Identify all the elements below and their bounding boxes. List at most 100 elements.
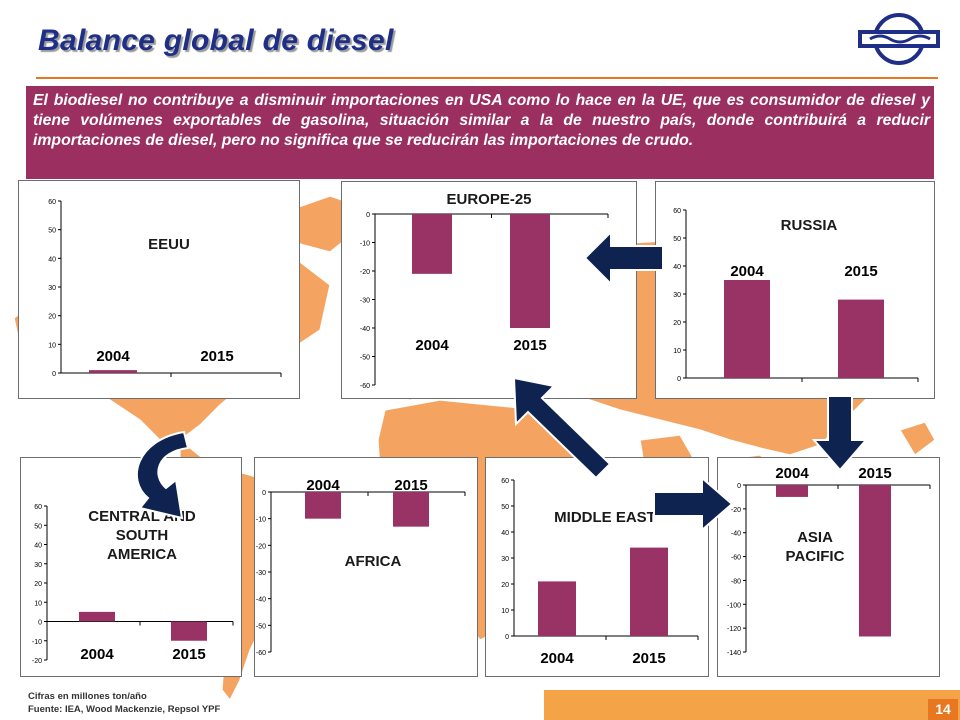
note-text: El biodiesel no contribuye a disminuir i… <box>33 92 930 149</box>
chart-title: MIDDLE EAST <box>554 509 656 526</box>
chart-russia: 0 10 20 30 40 50 60 2004 2015 RUSSIA <box>673 208 919 383</box>
chart-panel-eeuu: 0 10 20 30 40 50 60 2004 2015 EEUU <box>18 180 300 399</box>
chart-title: AMERICA <box>107 546 177 563</box>
category-label: 2004 <box>415 337 449 354</box>
y-tick-label: 10 <box>34 600 42 607</box>
y-tick-label: 50 <box>48 228 56 235</box>
page-title: Balance global de diesel <box>38 24 394 57</box>
y-tick-label: 10 <box>48 342 56 349</box>
title-rule <box>36 77 938 79</box>
y-tick-label: -10 <box>32 639 42 646</box>
chart-title: PACIFIC <box>786 548 845 565</box>
arrow-down-icon <box>812 395 868 472</box>
y-tick-label: -60 <box>360 383 370 390</box>
y-tick-label: -40 <box>256 597 266 604</box>
y-tick-label: 0 <box>366 212 370 219</box>
y-tick-label: 0 <box>262 490 266 497</box>
bar-2004 <box>412 214 452 274</box>
y-tick-label: 60 <box>48 199 56 206</box>
bar-2015 <box>393 492 429 527</box>
y-tick-label: 40 <box>34 543 42 550</box>
chart-asia-pacific: 0 -20 -40 -60 -80 -100 -120 -140 2004 2015 ASIA PAC… <box>727 465 931 657</box>
y-tick-label: 20 <box>34 581 42 588</box>
y-tick-label: 50 <box>34 523 42 530</box>
chart-title: RUSSIA <box>781 217 838 234</box>
bar-2004 <box>724 280 770 378</box>
y-tick-label: -50 <box>256 623 266 630</box>
y-tick-label: -100 <box>727 602 741 609</box>
bar-2015 <box>171 621 207 641</box>
category-label: 2004 <box>96 348 130 365</box>
source-note: Fuente: IEA, Wood Mackenzie, Repsol YPF <box>28 704 221 715</box>
category-label: 2015 <box>200 348 233 365</box>
chart-eeuu: 0 10 20 30 40 50 60 2004 2015 EEUU <box>48 199 282 378</box>
bar-2004 <box>79 611 115 622</box>
chart-panel-central-south-america: 60 50 40 30 20 10 0 -10 -20 2004 2015 CENTRAL AND SO… <box>20 457 242 677</box>
arrow-up-left-icon <box>512 376 612 480</box>
y-tick-label: 0 <box>38 620 42 627</box>
category-label: 2015 <box>172 646 205 663</box>
footer-bar <box>544 690 960 720</box>
category-label: 2015 <box>394 477 427 494</box>
y-tick-label: -120 <box>727 626 741 633</box>
category-label: 2015 <box>513 337 546 354</box>
y-tick-label: 40 <box>673 264 681 271</box>
y-tick-label: 60 <box>673 208 681 215</box>
chart-title: SOUTH <box>116 527 169 544</box>
y-tick-label: 0 <box>505 634 509 641</box>
y-tick-label: -50 <box>360 355 370 362</box>
y-tick-label: -40 <box>360 326 370 333</box>
y-tick-label: 20 <box>673 320 681 327</box>
y-tick-label: 40 <box>48 256 56 263</box>
chart-title: AFRICA <box>345 553 402 570</box>
y-tick-label: 50 <box>673 236 681 243</box>
chart-title: ASIA <box>797 529 833 546</box>
category-label: 2015 <box>858 465 891 482</box>
category-label: 2015 <box>632 650 665 667</box>
category-label: 2004 <box>306 477 340 494</box>
y-tick-label: 60 <box>34 504 42 511</box>
category-label: 2004 <box>80 646 114 663</box>
y-tick-label: 20 <box>501 582 509 589</box>
category-label: 2004 <box>730 263 764 280</box>
bar-2004 <box>776 485 808 497</box>
y-tick-label: 30 <box>34 562 42 569</box>
bar-2004 <box>89 370 137 373</box>
y-tick-label: 30 <box>501 556 509 563</box>
chart-title: EEUU <box>148 236 190 253</box>
y-tick-label: -40 <box>731 531 741 538</box>
y-tick-label: 0 <box>737 483 741 490</box>
chart-panel-asia-pacific: 0 -20 -40 -60 -80 -100 -120 -140 2004 2015 ASIA PAC… <box>717 457 940 677</box>
bar-2015 <box>838 299 884 378</box>
explanatory-note: El biodiesel no contribuye a disminuir i… <box>26 86 934 179</box>
bar-2004 <box>538 581 576 636</box>
y-tick-label: 60 <box>501 478 509 485</box>
bar-2015 <box>859 485 891 637</box>
chart-panel-europe: 0 -10 -20 -30 -40 -50 -60 2004 2015 EUROPE-25 <box>341 181 637 399</box>
bar-2015 <box>510 214 550 328</box>
y-tick-label: 0 <box>677 376 681 383</box>
y-tick-label: 30 <box>673 292 681 299</box>
chart-africa: 0 -10 -20 -30 -40 -50 -60 2004 2015 AFRICA <box>256 477 466 657</box>
y-tick-label: 0 <box>52 371 56 378</box>
y-tick-label: 10 <box>501 608 509 615</box>
y-tick-label: 40 <box>501 530 509 537</box>
chart-panel-russia: 0 10 20 30 40 50 60 2004 2015 RUSSIA <box>655 181 935 399</box>
arrow-left-icon <box>585 229 664 287</box>
y-tick-label: 50 <box>501 504 509 511</box>
y-tick-label: -80 <box>731 578 741 585</box>
bar-2015 <box>630 547 668 636</box>
chart-panel-africa: 0 -10 -20 -30 -40 -50 -60 2004 2015 AFRICA <box>254 457 478 677</box>
bar-2004 <box>305 492 341 519</box>
y-tick-label: -10 <box>360 241 370 248</box>
y-tick-label: 10 <box>673 348 681 355</box>
y-tick-label: -20 <box>32 658 42 665</box>
category-label: 2015 <box>844 263 877 280</box>
y-tick-label: -20 <box>256 543 266 550</box>
page-number: 14 <box>928 699 958 720</box>
y-tick-label: -60 <box>731 555 741 562</box>
y-tick-label: -60 <box>256 650 266 657</box>
y-tick-label: 30 <box>48 285 56 292</box>
y-tick-label: -30 <box>360 298 370 305</box>
y-tick-label: 20 <box>48 314 56 321</box>
